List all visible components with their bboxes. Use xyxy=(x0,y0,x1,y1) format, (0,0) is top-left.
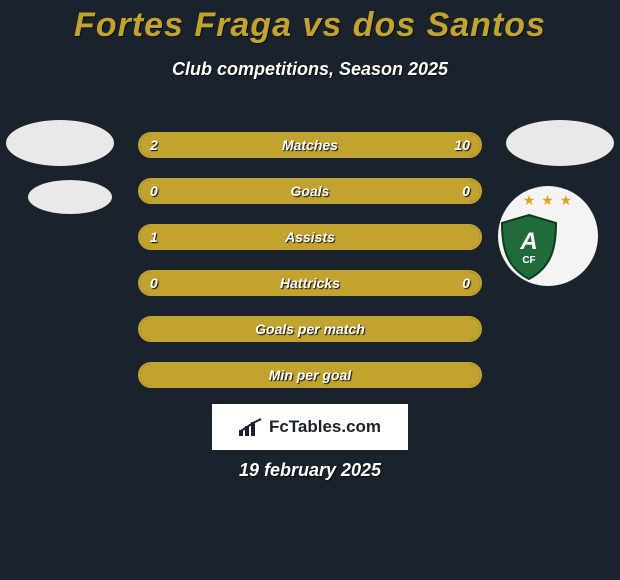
svg-text:A: A xyxy=(519,228,537,255)
right-player-avatar xyxy=(506,120,614,166)
stat-value-right: 10 xyxy=(454,134,470,156)
stat-row: Assists1 xyxy=(138,224,482,250)
svg-text:CF: CF xyxy=(522,255,535,266)
stat-row: Min per goal xyxy=(138,362,482,388)
stat-metric-label: Hattricks xyxy=(140,272,480,294)
club-badge-stars: ★ ★ ★ xyxy=(498,192,598,209)
brand-badge: FcTables.com xyxy=(212,404,408,450)
stat-value-left: 2 xyxy=(150,134,158,156)
brand-text: FcTables.com xyxy=(269,417,381,437)
stat-value-right: 0 xyxy=(462,272,470,294)
stats-bars: Matches210Goals00Assists1Hattricks00Goal… xyxy=(138,132,482,408)
page-subtitle: Club competitions, Season 2025 xyxy=(0,59,620,80)
stat-metric-label: Min per goal xyxy=(140,364,480,386)
stat-value-left: 1 xyxy=(150,226,158,248)
right-club-badge: ★ ★ ★ A CF xyxy=(498,186,598,286)
left-club-avatar xyxy=(28,180,112,214)
stat-value-left: 0 xyxy=(150,272,158,294)
stat-value-left: 0 xyxy=(150,180,158,202)
stat-metric-label: Goals xyxy=(140,180,480,202)
stat-row: Hattricks0 0 xyxy=(138,270,482,296)
stat-row: Matches2 10 xyxy=(138,132,482,158)
left-player-avatar xyxy=(6,120,114,166)
date-footer: 19 february 2025 xyxy=(0,460,620,481)
comparison-infographic: Fortes Fraga vs dos Santos Club competit… xyxy=(0,6,620,580)
stat-row: Goals0 0 xyxy=(138,178,482,204)
stat-metric-label: Goals per match xyxy=(140,318,480,340)
brand-logo-icon xyxy=(239,418,265,436)
stat-metric-label: Assists xyxy=(140,226,480,248)
stat-row: Goals per match xyxy=(138,316,482,342)
page-title: Fortes Fraga vs dos Santos xyxy=(0,6,620,45)
stat-value-right: 0 xyxy=(462,180,470,202)
stat-metric-label: Matches xyxy=(140,134,480,156)
shield-icon: A CF xyxy=(498,213,560,281)
